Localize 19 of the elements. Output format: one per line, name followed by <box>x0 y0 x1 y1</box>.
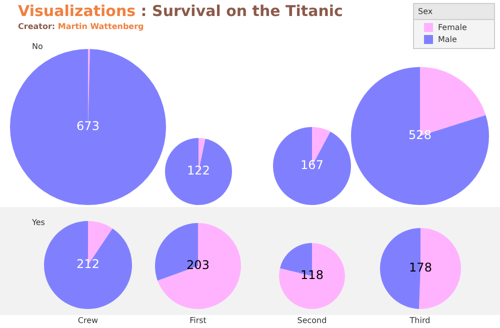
text: 118 <box>300 268 324 282</box>
text: Crew <box>76 316 100 325</box>
text: 203 <box>186 258 210 272</box>
text: Creator: Martin Wattenberg <box>18 22 144 31</box>
legend-label: Male <box>438 35 457 44</box>
text: 528 <box>408 128 432 142</box>
text: 673 <box>76 119 100 134</box>
text: 212 <box>76 257 100 272</box>
text: Second <box>296 316 328 325</box>
legend-label: Female <box>438 23 467 32</box>
text: 167 <box>300 158 324 172</box>
chart-title: Visualizations : Survival on the Titanic <box>18 2 343 20</box>
text: 178 <box>408 260 432 275</box>
text: 122 <box>186 164 210 178</box>
text: No <box>32 42 43 51</box>
text: Third <box>408 316 432 325</box>
legend-title: Sex <box>414 4 494 20</box>
text: Yes <box>32 218 45 227</box>
text: First <box>188 316 208 325</box>
